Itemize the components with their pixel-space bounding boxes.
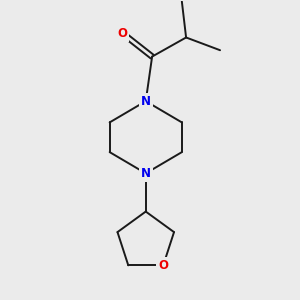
Text: O: O [117, 27, 128, 40]
Text: O: O [158, 259, 168, 272]
Text: N: N [141, 95, 151, 108]
Text: N: N [141, 167, 151, 180]
